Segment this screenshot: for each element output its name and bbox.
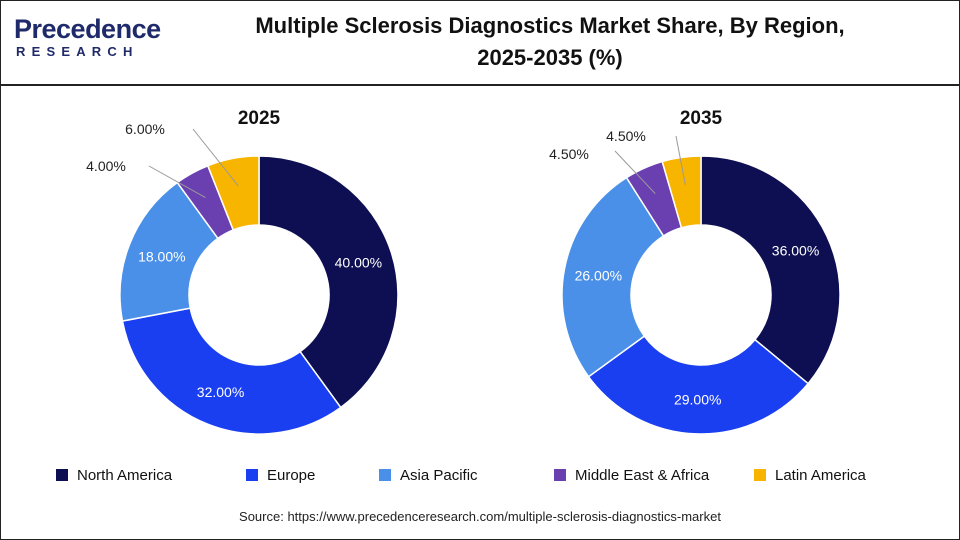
legend-item-north-america: North America	[56, 464, 172, 486]
data-label-middle-east-africa-2025: 4.00%	[86, 158, 126, 174]
source-note: Source: https://www.precedenceresearch.c…	[239, 509, 721, 524]
legend-swatch-north-america	[56, 469, 68, 481]
slice-asia-pacific-2035	[561, 176, 665, 378]
donut-2035: 36.00% 29.00% 26.00% 4.50% 4.50% 2035	[549, 108, 841, 435]
legend-swatch-latin-america	[754, 469, 766, 481]
data-label-north-america-2035: 36.00%	[772, 243, 819, 259]
donut-2025: 40.00% 32.00% 18.00% 4.00% 6.00% 2025	[86, 108, 399, 435]
slice-europe-2025	[121, 307, 342, 435]
data-label-europe-2025: 32.00%	[197, 384, 244, 400]
brand-logo: Precedence RESEARCH	[14, 14, 164, 64]
legend-label-europe: Europe	[267, 466, 316, 484]
legend-item-asia-pacific: Asia Pacific	[379, 464, 478, 486]
leader-line-middle-east-africa-2025	[148, 165, 206, 198]
donut-title-2025: 2025	[238, 108, 281, 129]
legend-item-middle-east-africa: Middle East & Africa	[554, 464, 709, 486]
legend-item-europe: Europe	[246, 464, 315, 486]
legend-label-middle-east-africa: Middle East & Africa	[575, 466, 710, 484]
legend-label-latin-america: Latin America	[775, 466, 866, 484]
header: Precedence RESEARCH Multiple Sclerosis D…	[0, 0, 960, 84]
legend-swatch-middle-east-africa	[554, 469, 566, 481]
legend-label-asia-pacific: Asia Pacific	[400, 466, 478, 484]
data-label-middle-east-africa-2035: 4.50%	[549, 146, 589, 162]
chart-title-line1: Multiple Sclerosis Diagnostics Market Sh…	[255, 13, 845, 38]
data-label-asia-pacific-2025: 18.00%	[138, 249, 185, 265]
legend-item-latin-america: Latin America	[754, 464, 866, 486]
data-label-north-america-2025: 40.00%	[335, 255, 382, 271]
header-divider	[0, 84, 960, 86]
legend-swatch-asia-pacific	[379, 469, 391, 481]
data-label-latin-america-2025: 6.00%	[125, 121, 165, 137]
data-label-europe-2035: 29.00%	[674, 391, 721, 407]
leader-line-latin-america-2035	[675, 135, 686, 186]
chart-title: Multiple Sclerosis Diagnostics Market Sh…	[200, 10, 900, 74]
slice-europe-2035	[587, 335, 810, 435]
chart-title-line2: 2025-2035 (%)	[477, 45, 623, 70]
logo-wordmark: Precedence	[14, 14, 161, 44]
logo-subtitle: RESEARCH	[16, 44, 139, 59]
data-label-asia-pacific-2035: 26.00%	[575, 267, 622, 283]
legend-label-north-america: North America	[77, 466, 173, 484]
leader-line-latin-america-2025	[192, 128, 239, 187]
legend-swatch-europe	[246, 469, 258, 481]
legend: North America Europe Asia Pacific Middle…	[0, 464, 960, 486]
leader-line-middle-east-africa-2035	[614, 150, 656, 194]
slice-latin-america-2025	[206, 155, 260, 231]
data-label-latin-america-2035: 4.50%	[606, 128, 646, 144]
slice-latin-america-2035	[661, 155, 702, 229]
slice-north-america-2025	[258, 155, 399, 409]
slice-north-america-2035	[700, 155, 841, 385]
slice-asia-pacific-2025	[119, 181, 219, 322]
donut-title-2035: 2035	[680, 108, 723, 129]
